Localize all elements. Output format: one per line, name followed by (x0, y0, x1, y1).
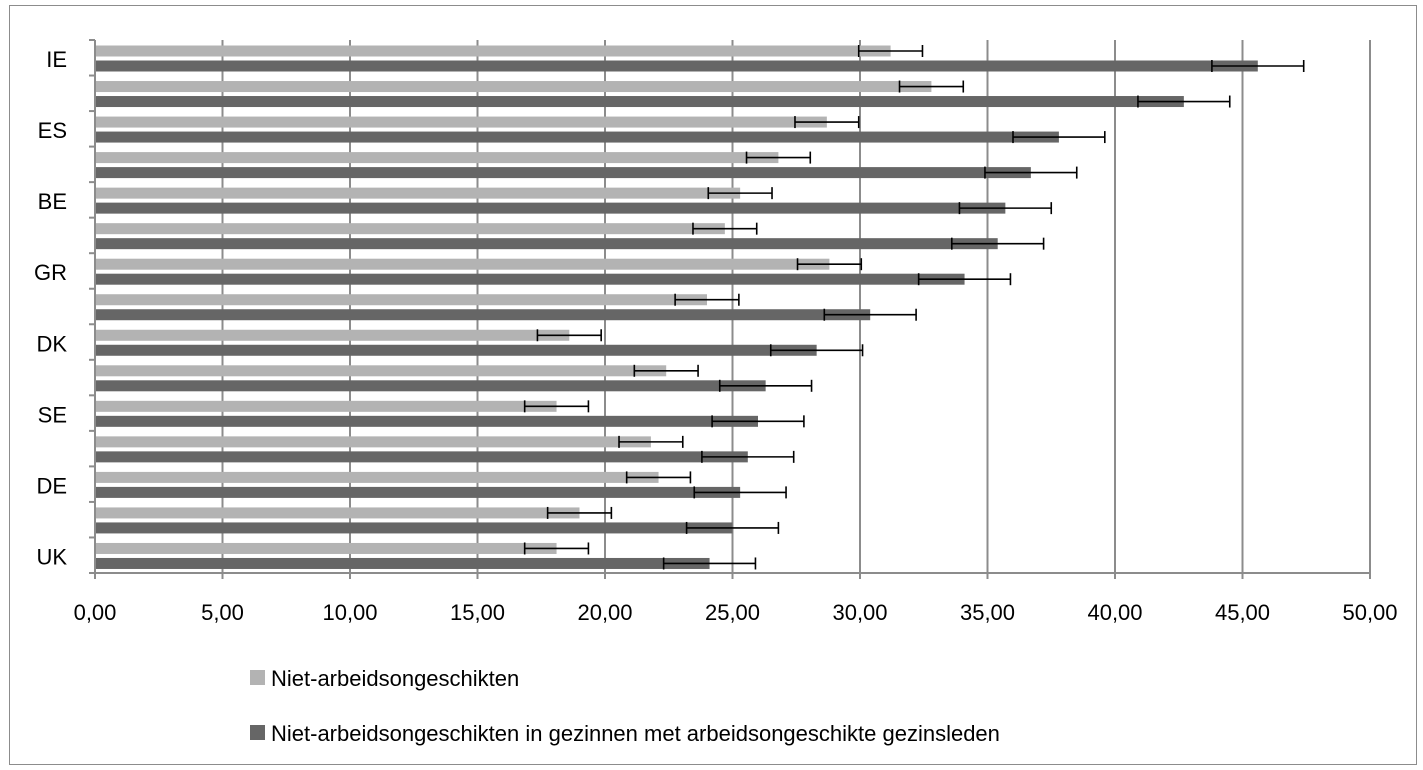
bar-niet-arbeidsongeschikten-SE (96, 400, 557, 412)
bar-gezinnen-DE (96, 486, 741, 498)
legend-swatch (250, 670, 265, 685)
y-tick-label-uk: UK (36, 544, 67, 569)
y-tick-label-gr: GR (34, 260, 67, 285)
y-tick-label-be: BE (38, 189, 67, 214)
y-tick-label-ie: IE (46, 47, 67, 72)
x-tick-label: 15,00 (450, 600, 505, 625)
x-tick-label: 5,00 (201, 600, 244, 625)
bar-gezinnen-GR (96, 273, 965, 285)
x-tick-label: 30,00 (832, 600, 887, 625)
bar-gezinnen-row-5 (96, 238, 998, 250)
bar-niet-arbeidsongeschikten-row-1 (96, 81, 932, 93)
bar-gezinnen-UK (96, 557, 710, 569)
x-tick-label: 45,00 (1215, 600, 1270, 625)
y-tick-label-se: SE (38, 402, 67, 427)
bar-niet-arbeidsongeschikten-IE (96, 45, 891, 57)
bar-niet-arbeidsongeschikten-UK (96, 542, 557, 554)
x-tick-label: 35,00 (960, 600, 1015, 625)
x-tick-label: 20,00 (577, 600, 632, 625)
bar-gezinnen-SE (96, 415, 758, 427)
bar-niet-arbeidsongeschikten-row-13 (96, 507, 580, 519)
x-tick-label: 0,00 (74, 600, 117, 625)
bar-gezinnen-row-1 (96, 96, 1184, 108)
x-tick-label: 25,00 (705, 600, 760, 625)
bar-gezinnen-row-11 (96, 451, 748, 463)
bar-niet-arbeidsongeschikten-ES (96, 116, 827, 128)
bar-gezinnen-row-3 (96, 167, 1031, 179)
legend-label: Niet-arbeidsongeschikten in gezinnen met… (271, 721, 1000, 746)
x-tick-label: 50,00 (1342, 600, 1397, 625)
bar-niet-arbeidsongeschikten-DK (96, 329, 570, 341)
x-tick-label: 40,00 (1087, 600, 1142, 625)
bar-niet-arbeidsongeschikten-row-7 (96, 294, 707, 306)
bar-gezinnen-row-13 (96, 522, 733, 534)
legend-swatch (250, 725, 265, 740)
y-tick-label-es: ES (38, 118, 67, 143)
bar-niet-arbeidsongeschikten-row-11 (96, 436, 651, 448)
bar-gezinnen-IE (96, 60, 1258, 72)
bar-niet-arbeidsongeschikten-DE (96, 471, 659, 483)
bar-gezinnen-ES (96, 131, 1059, 143)
bar-niet-arbeidsongeschikten-GR (96, 258, 830, 270)
bar-gezinnen-DK (96, 344, 817, 356)
x-tick-label: 10,00 (322, 600, 377, 625)
bar-niet-arbeidsongeschikten-BE (96, 187, 741, 199)
y-tick-label-de: DE (36, 473, 67, 498)
bar-gezinnen-row-7 (96, 309, 871, 321)
bar-gezinnen-BE (96, 202, 1006, 214)
bar-gezinnen-row-9 (96, 380, 766, 392)
chart-frame: IE ES BE GR DK SE DE UK 0,00 5,00 10,00 15,00 20,00 2… (9, 5, 1417, 765)
legend-label: Niet-arbeidsongeschikten (271, 666, 519, 691)
y-tick-label-dk: DK (36, 331, 67, 356)
bar-niet-arbeidsongeschikten-row-3 (96, 152, 779, 164)
bar-niet-arbeidsongeschikten-row-9 (96, 365, 667, 377)
bar-chart: IE ES BE GR DK SE DE UK 0,00 5,00 10,00 15,00 20,00 2… (34, 39, 1398, 746)
bar-niet-arbeidsongeschikten-row-5 (96, 223, 725, 235)
